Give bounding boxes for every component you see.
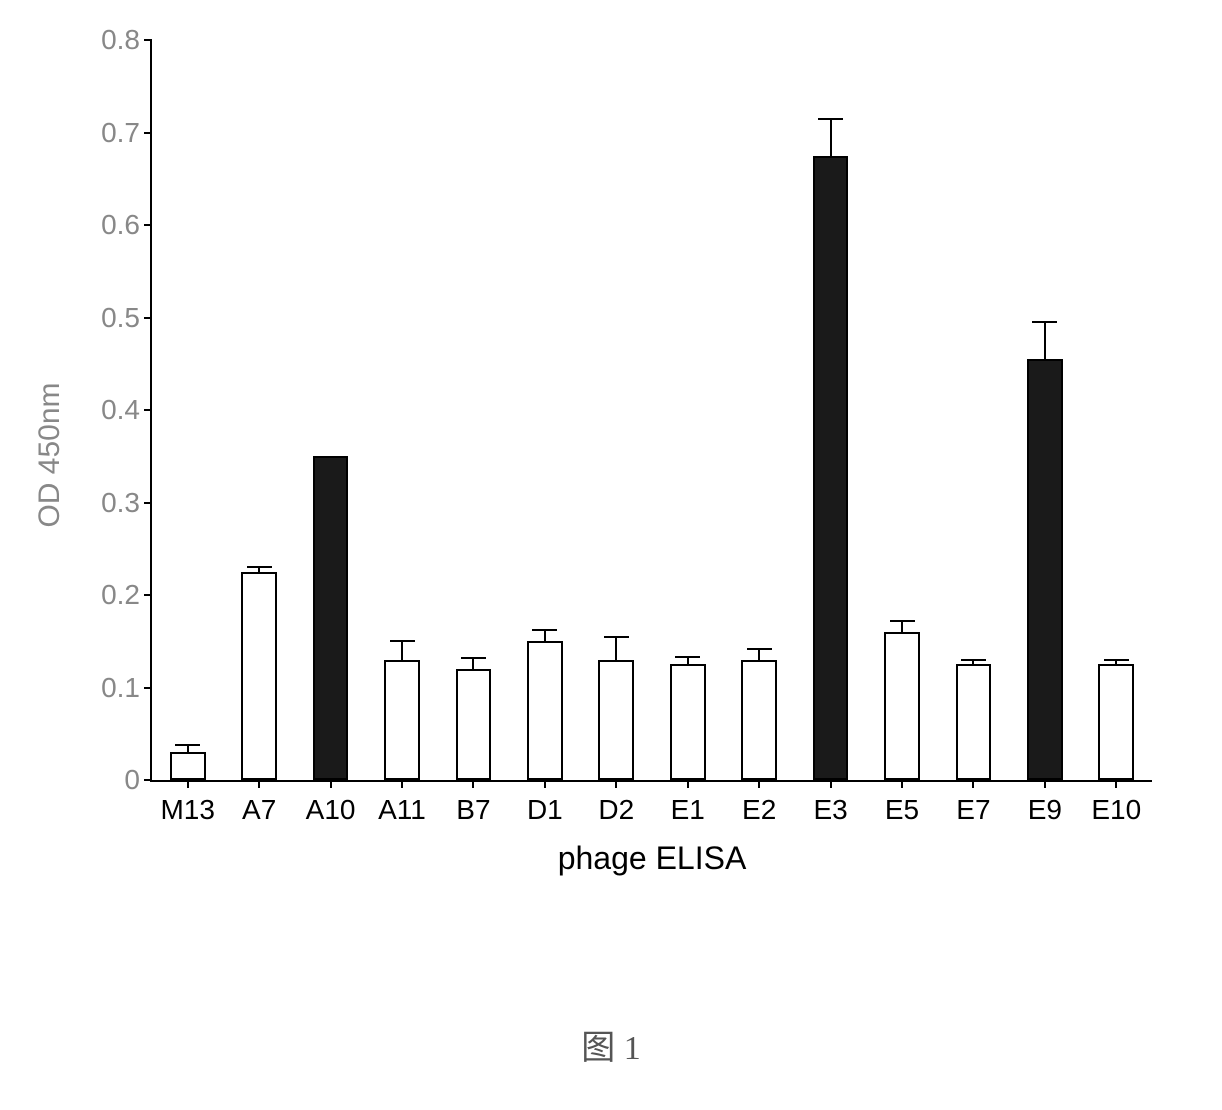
error-bar-cap xyxy=(390,640,415,642)
error-bar-stem xyxy=(472,658,474,669)
y-tick-mark xyxy=(144,409,152,411)
bar xyxy=(241,572,277,780)
x-tick-label: M13 xyxy=(160,780,214,826)
x-tick-label: D2 xyxy=(598,780,634,826)
x-tick-label: A7 xyxy=(242,780,276,826)
error-bar-stem xyxy=(758,649,760,660)
error-bar-cap xyxy=(961,659,986,661)
y-tick-mark xyxy=(144,39,152,41)
error-bar-cap xyxy=(818,118,843,120)
error-bar-cap xyxy=(247,566,272,568)
x-tick-label: D1 xyxy=(527,780,563,826)
x-tick-label: E3 xyxy=(813,780,847,826)
x-tick-label: A10 xyxy=(306,780,356,826)
x-tick-label: E7 xyxy=(956,780,990,826)
error-bar-cap xyxy=(675,656,700,658)
error-bar-stem xyxy=(1044,322,1046,359)
y-tick-mark xyxy=(144,132,152,134)
y-tick-mark xyxy=(144,224,152,226)
y-tick-mark xyxy=(144,779,152,781)
bar-chart-container: OD 450nm phage ELISA 00.10.20.30.40.50.6… xyxy=(60,30,1180,880)
y-tick-mark xyxy=(144,502,152,504)
error-bar-stem xyxy=(544,630,546,641)
x-tick-label: E1 xyxy=(671,780,705,826)
bar xyxy=(456,669,492,780)
bar xyxy=(813,156,849,780)
y-axis-label: OD 450nm xyxy=(33,382,67,527)
error-bar-cap xyxy=(461,657,486,659)
error-bar-stem xyxy=(830,119,832,156)
error-bar-stem xyxy=(615,637,617,660)
error-bar-cap xyxy=(747,648,772,650)
bar xyxy=(1027,359,1063,780)
x-tick-label: E2 xyxy=(742,780,776,826)
error-bar-cap xyxy=(1032,321,1057,323)
bar xyxy=(170,752,206,780)
error-bar-stem xyxy=(687,657,689,664)
plot-area: phage ELISA 00.10.20.30.40.50.60.70.8M13… xyxy=(150,40,1152,782)
figure-caption: 图 1 xyxy=(581,1020,641,1069)
error-bar-cap xyxy=(604,636,629,638)
y-tick-mark xyxy=(144,687,152,689)
error-bar-cap xyxy=(890,620,915,622)
x-tick-label: E5 xyxy=(885,780,919,826)
bar xyxy=(956,664,992,780)
error-bar-cap xyxy=(1104,659,1129,661)
bar xyxy=(1098,664,1134,780)
bar xyxy=(384,660,420,780)
bar xyxy=(598,660,634,780)
x-tick-label: E10 xyxy=(1091,780,1141,826)
x-tick-label: B7 xyxy=(456,780,490,826)
x-axis-label: phage ELISA xyxy=(558,780,747,877)
y-tick-mark xyxy=(144,594,152,596)
error-bar-cap xyxy=(175,744,200,746)
error-bar-stem xyxy=(401,641,403,660)
bar xyxy=(884,632,920,780)
bar xyxy=(670,664,706,780)
bar xyxy=(527,641,563,780)
error-bar-stem xyxy=(187,745,189,752)
x-tick-label: E9 xyxy=(1028,780,1062,826)
bar xyxy=(741,660,777,780)
x-tick-label: A11 xyxy=(378,780,426,826)
error-bar-cap xyxy=(532,629,557,631)
bar xyxy=(313,456,349,780)
error-bar-stem xyxy=(901,621,903,632)
y-tick-mark xyxy=(144,317,152,319)
